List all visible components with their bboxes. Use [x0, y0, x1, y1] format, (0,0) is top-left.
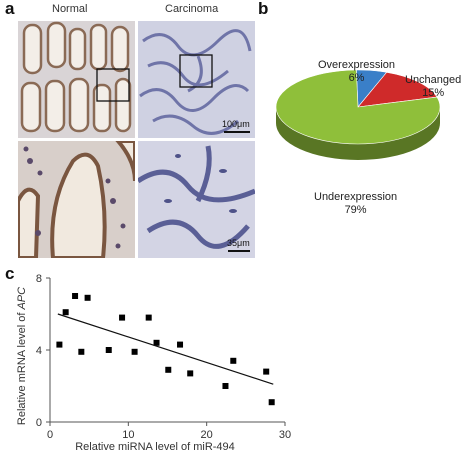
pie-label-unchanged: Unchanged 15% — [405, 74, 461, 100]
data-point — [177, 341, 184, 348]
data-point — [119, 314, 126, 321]
x-axis-label: Relative miRNA level of miR-494 — [75, 441, 235, 453]
carcinoma-label: Carcinoma — [165, 3, 219, 15]
pie-label-unchanged-name: Unchanged — [405, 74, 462, 86]
data-point — [105, 347, 112, 353]
data-point — [78, 348, 85, 355]
data-point — [268, 399, 275, 406]
panel-c-letter: c — [5, 264, 15, 283]
data-point — [230, 357, 237, 364]
y-axis-label-prefix: Relative mRNA level of — [16, 310, 28, 426]
trend-line — [57, 313, 274, 385]
scale-label-35um: 35μm — [227, 238, 250, 248]
pie-slice-underexpression — [275, 69, 441, 145]
pie-label-overexpression-percent: 6% — [348, 72, 365, 84]
data-point — [131, 348, 138, 355]
scatter-chart: 0 10 20 30 0 4 8 Relative miRNA level of miR-4… — [16, 273, 291, 453]
data-point — [263, 368, 270, 375]
pie-label-underexpression: Underexpression 79% — [314, 191, 397, 217]
pie-label-overexpression: Overexpression 6% — [318, 59, 395, 85]
scatter-axes: 0 10 20 30 0 4 8 — [36, 273, 291, 441]
y-tick-label: 8 — [36, 273, 42, 285]
y-axis-label-gene: APC — [16, 287, 28, 311]
normal-tissue-lowmag-image — [18, 21, 135, 138]
normal-tissue-highmag-image — [18, 141, 135, 258]
scale-label-100um: 100μm — [222, 119, 250, 129]
data-point — [56, 341, 63, 348]
normal-lowmag-art — [18, 21, 135, 138]
pie-label-unchanged-percent: 15% — [422, 87, 445, 99]
panel-a-letter: a — [5, 0, 15, 18]
carcinoma-tissue-highmag-image: 35μm — [138, 141, 255, 258]
y-tick-label: 0 — [36, 417, 42, 429]
data-point — [153, 339, 160, 346]
x-tick-label: 0 — [47, 429, 53, 441]
pie-side — [276, 107, 440, 160]
y-tick-label: 4 — [36, 345, 42, 357]
data-point — [187, 370, 194, 377]
normal-highmag-art — [18, 141, 135, 258]
pie-slices — [275, 69, 441, 145]
scale-bar-100um — [224, 131, 250, 133]
y-axis-label: Relative mRNA level of APC — [16, 287, 28, 425]
normal-label: Normal — [52, 3, 88, 15]
data-point — [62, 309, 69, 316]
pie-label-underexpression-name: Underexpression — [314, 191, 398, 203]
pie-depth — [276, 107, 440, 160]
x-tick-label: 20 — [201, 429, 213, 441]
data-point — [165, 366, 172, 373]
x-tick-label: 10 — [122, 429, 134, 441]
scatter-points — [56, 293, 275, 406]
data-point — [145, 314, 152, 321]
carcinoma-highmag-art — [138, 141, 255, 258]
data-point — [72, 293, 79, 299]
pie-slice-unchanged — [357, 72, 438, 108]
pie-label-overexpression-name: Overexpression — [318, 59, 396, 71]
data-point — [84, 294, 91, 301]
carcinoma-lowmag-art — [138, 21, 255, 138]
panel-b-letter: b — [258, 0, 269, 18]
pie-label-underexpression-percent: 79% — [344, 204, 367, 216]
pie-chart — [275, 69, 441, 160]
carcinoma-tissue-lowmag-image: 100μm — [138, 21, 255, 138]
data-point — [222, 383, 229, 389]
scale-bar-35um — [228, 250, 250, 252]
x-tick-label: 30 — [279, 429, 291, 441]
